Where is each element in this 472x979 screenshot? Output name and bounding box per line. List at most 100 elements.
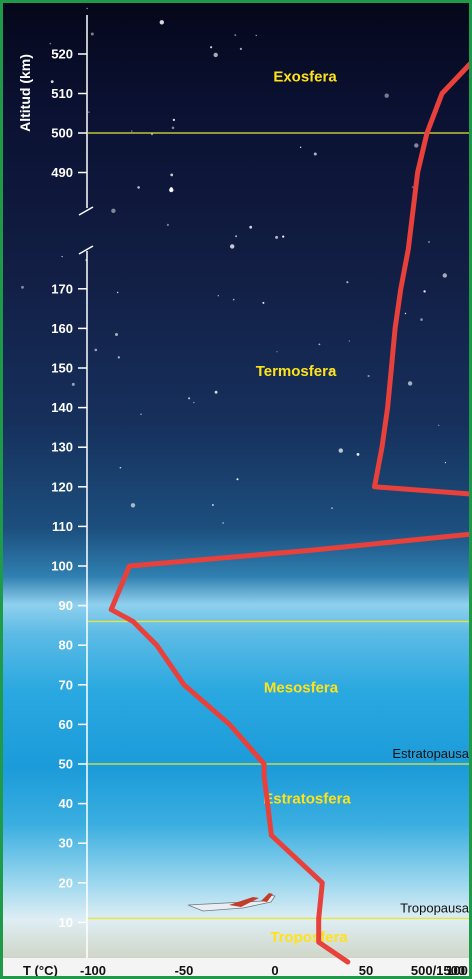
star-dot	[222, 522, 224, 524]
star-dot	[71, 382, 75, 386]
star-dot	[166, 223, 169, 226]
x-axis-title: T (°C)	[23, 963, 58, 978]
star-dot	[214, 390, 218, 394]
y-axis-title: Altitud (km)	[17, 54, 33, 132]
star-dot	[115, 333, 118, 336]
star-dot	[356, 453, 360, 456]
star-dot	[414, 143, 419, 148]
star-dot	[90, 32, 94, 36]
star-dot	[117, 356, 120, 359]
star-dot	[313, 152, 317, 156]
star-dot	[210, 46, 213, 49]
x-axis-strip	[3, 958, 469, 976]
x-axis: T (°C)-100-50050100150200...500/1500	[23, 963, 468, 978]
y-tick-label: 60	[59, 717, 73, 732]
boundary-label: Tropopausa	[400, 900, 470, 915]
airplane-icon	[187, 893, 276, 912]
star-dot	[86, 7, 88, 10]
star-dot	[338, 448, 343, 453]
y-tick-label: 110	[52, 519, 73, 534]
axis-break-mark	[78, 206, 94, 216]
star-dot	[140, 413, 142, 415]
star-dot	[442, 273, 447, 278]
star-dot	[211, 504, 214, 506]
star-dot	[407, 381, 413, 386]
layer-label: Estratosfera	[263, 791, 351, 808]
atmosphere-background	[3, 3, 469, 958]
star-dot	[188, 397, 191, 400]
star-dot	[111, 208, 116, 213]
y-tick-label: 160	[51, 321, 73, 336]
star-dot	[346, 281, 349, 284]
star-dot	[131, 130, 133, 132]
star-dot	[404, 312, 407, 315]
star-dot	[262, 301, 265, 304]
star-dot	[384, 93, 389, 98]
y-tick-label: 150	[51, 361, 73, 376]
star-dot	[367, 374, 370, 378]
x-tick-label: 100	[446, 963, 468, 978]
star-dot	[61, 256, 63, 258]
star-dot	[119, 466, 122, 469]
x-tick-label: -50	[175, 963, 194, 978]
star-dot	[172, 118, 176, 122]
x-tick-label: 0	[271, 963, 278, 978]
star-dot	[130, 503, 136, 508]
y-tick-label: 40	[59, 796, 73, 811]
star-dot	[318, 343, 321, 346]
star-dot	[276, 351, 278, 353]
star-dot	[423, 290, 426, 293]
star-dot	[282, 235, 285, 238]
atmosphere-temperature-chart: Estratopausa Tropopausa Exosfera Termosfer…	[17, 7, 470, 978]
star-dot	[117, 291, 119, 294]
y-tick-label: 120	[51, 479, 73, 494]
y-tick-label: 140	[51, 400, 73, 415]
star-dot	[213, 52, 218, 58]
layer-label: Troposfera	[270, 929, 348, 946]
star-dot	[275, 235, 279, 239]
star-dot	[329, 369, 333, 373]
star-dot	[234, 34, 237, 37]
star-dot	[232, 298, 235, 301]
star-dot	[444, 462, 446, 464]
layer-labels: Exosfera Termosfera Mesosfera Estratosfera T…	[256, 69, 352, 947]
star-dot	[170, 173, 174, 177]
y-tick-label: 80	[59, 638, 73, 653]
star-dot	[94, 348, 98, 352]
y-tick-label: 20	[59, 875, 73, 890]
star-dot	[236, 478, 239, 481]
star-dot	[217, 295, 219, 297]
star-dot	[21, 285, 24, 289]
y-tick-label: 130	[51, 440, 73, 455]
star-dot	[137, 186, 140, 189]
y-tick-label: 500	[51, 126, 73, 141]
star-dot	[88, 111, 90, 113]
x-tick-label: 500/1500	[411, 963, 465, 978]
star-dot	[438, 424, 440, 427]
boundary-label: Estratopausa	[392, 746, 469, 761]
star-dot	[193, 401, 195, 404]
y-tick-label: 90	[59, 598, 73, 613]
y-tick-label: 70	[59, 677, 73, 692]
star-dot	[255, 34, 257, 37]
y-tick-label: 100	[51, 559, 73, 574]
star-dot	[420, 318, 423, 321]
star-dot	[428, 241, 430, 243]
star-dot	[50, 80, 54, 83]
x-tick-label: -100	[80, 963, 106, 978]
layer-boundaries: Estratopausa Tropopausa	[88, 132, 470, 920]
x-tick-label: 50	[359, 963, 373, 978]
y-tick-label: 50	[59, 757, 73, 772]
star-dot	[299, 146, 302, 148]
star-dot	[230, 244, 235, 249]
temperature-profile-line	[108, 61, 469, 965]
y-tick-label: 520	[51, 47, 73, 62]
star-dot	[170, 187, 173, 190]
star-dot	[171, 126, 175, 130]
star-dot	[49, 42, 52, 45]
star-dot	[249, 225, 253, 229]
layer-label: Exosfera	[273, 69, 337, 86]
axis-break-mark	[78, 245, 94, 255]
y-tick-label: 170	[51, 281, 73, 296]
y-tick-label: 30	[59, 836, 73, 851]
